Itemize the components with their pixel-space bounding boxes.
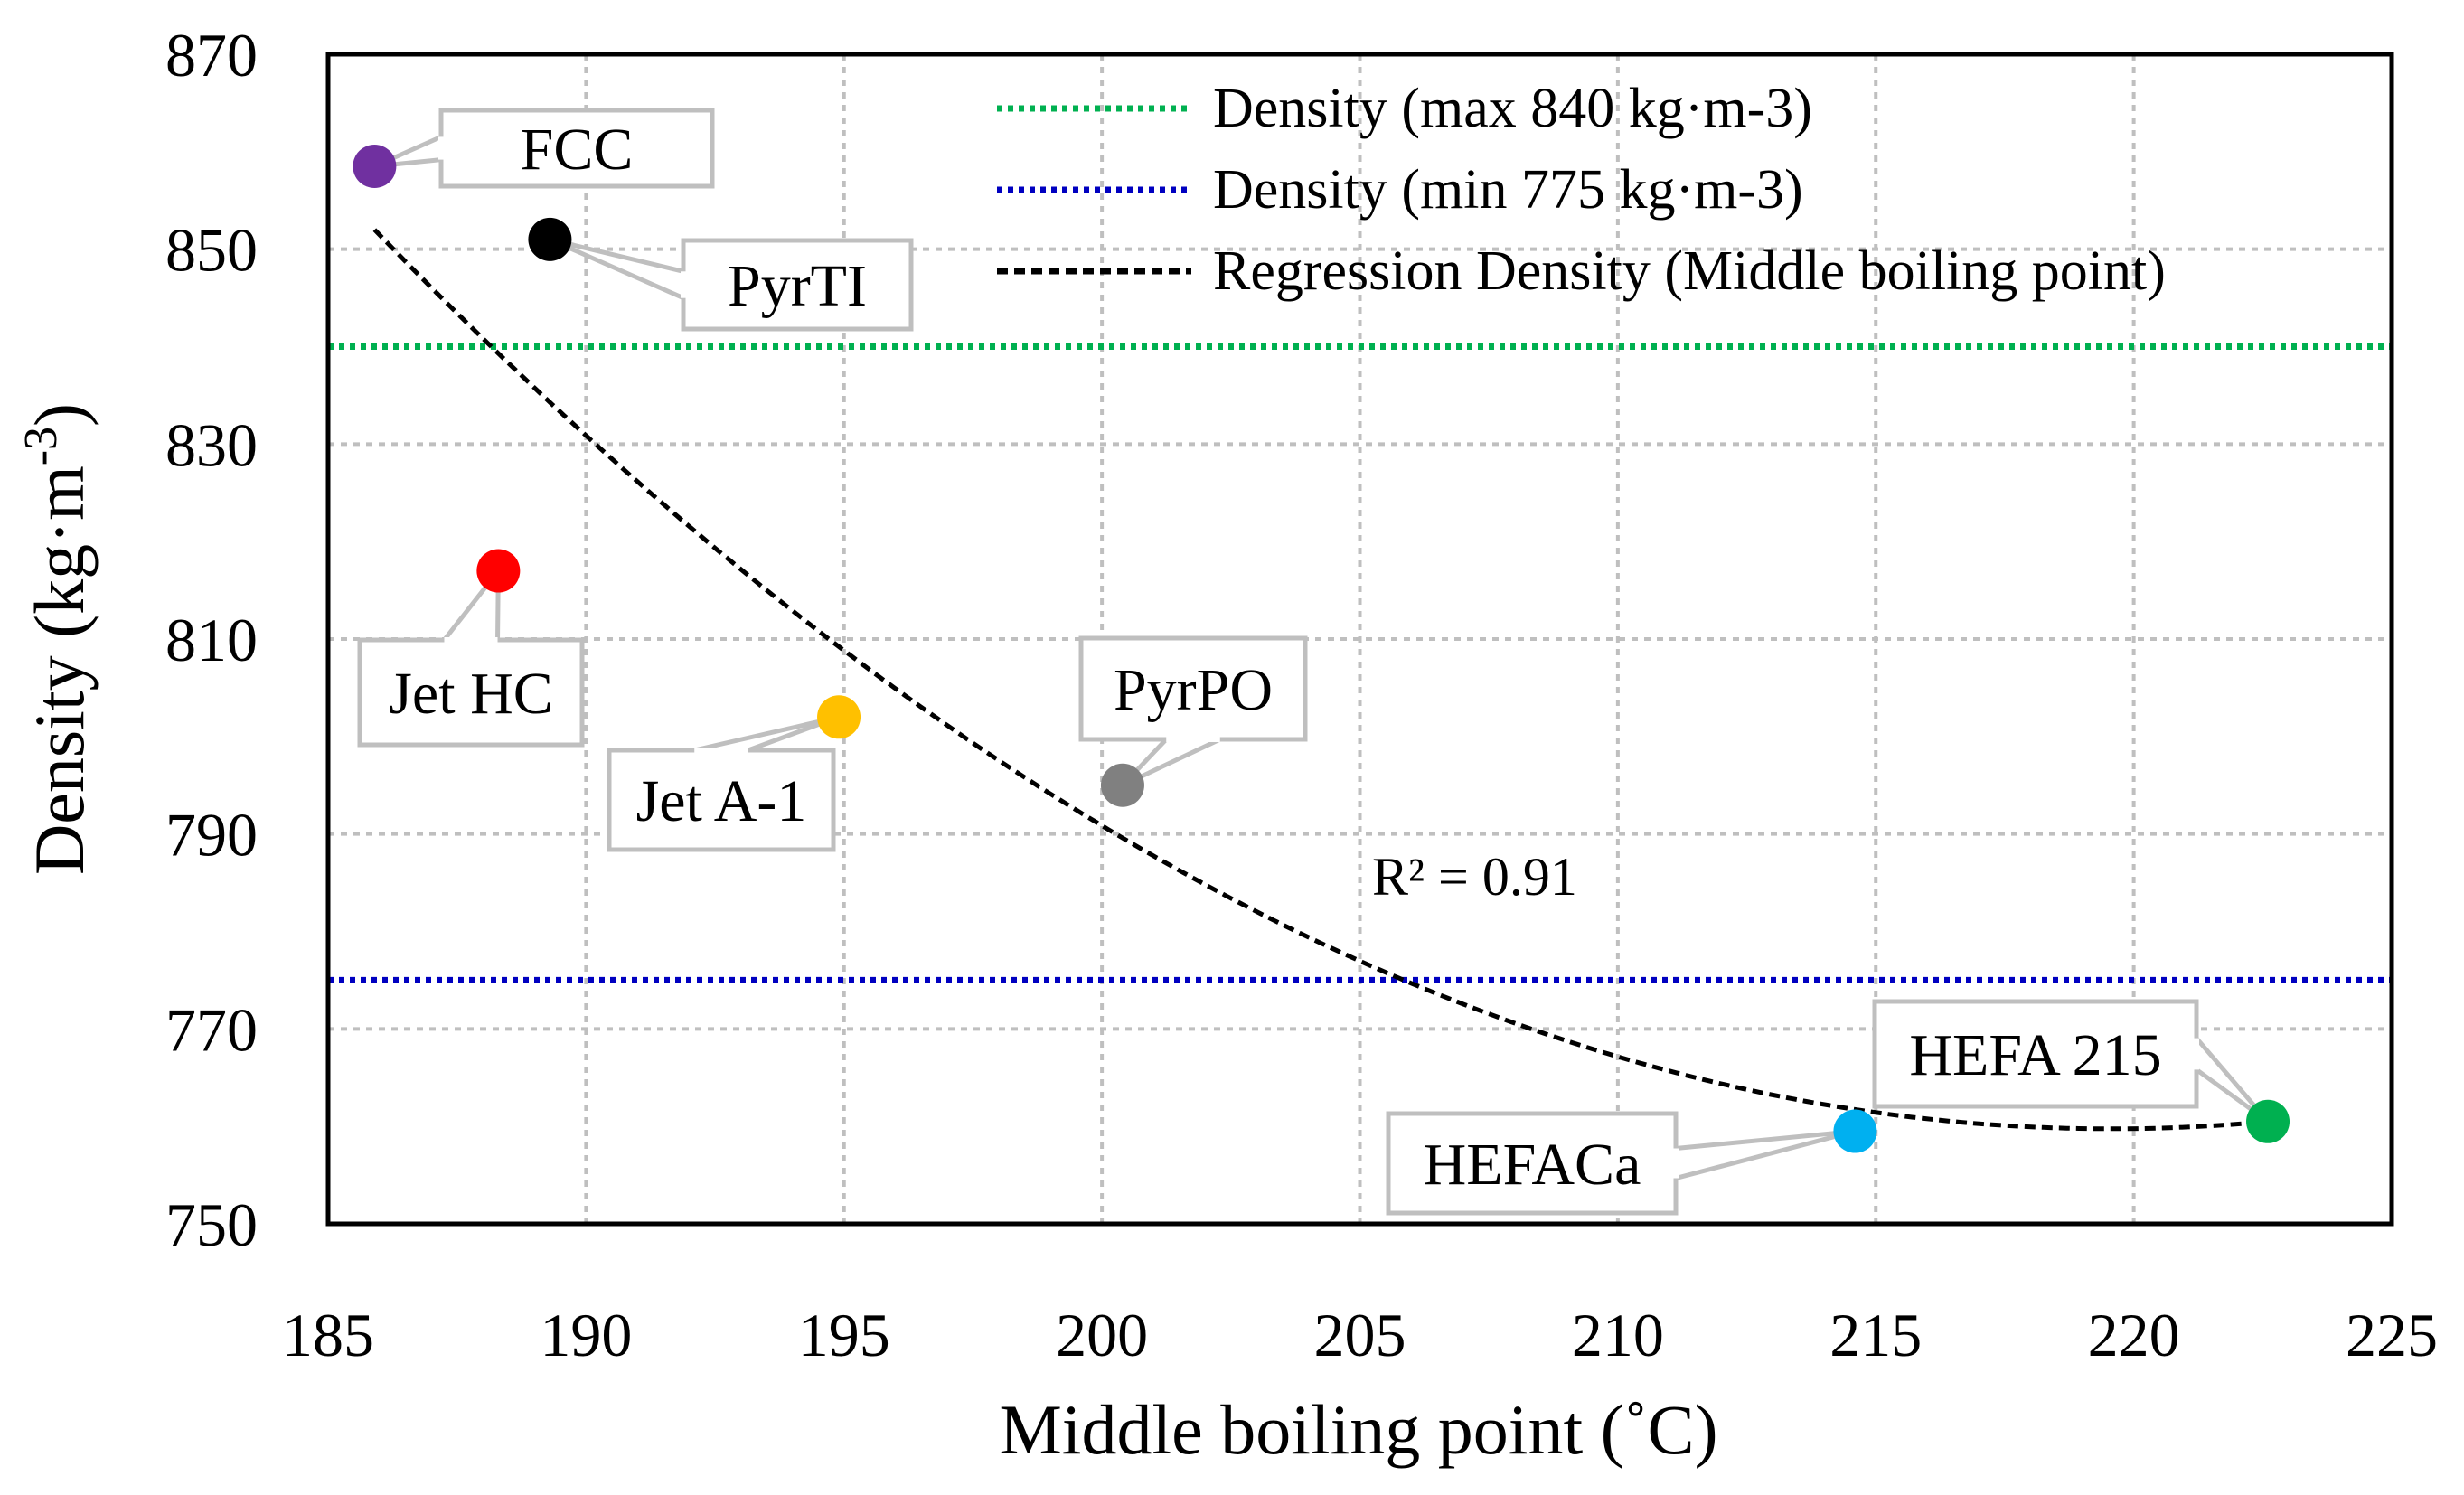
legend-label-regression: Regression Density (Middle boiling point… [1213,240,2166,302]
x-tick-label-185: 185 [282,1301,374,1369]
reference-lines [328,343,2392,983]
data-point-pyrti [528,217,572,261]
y-tick-label-790: 790 [165,801,258,870]
y-tick-label-830: 830 [165,410,258,479]
point-label-fcc: FCC [521,117,634,183]
y-tick-label-850: 850 [165,216,258,285]
x-tick-label-210: 210 [1572,1301,1664,1369]
x-tick-label-215: 215 [1829,1301,1922,1369]
regression-curve [372,228,2269,1132]
data-point-fcc [353,145,397,189]
y-axis-title-main: Density (kg·m [20,465,99,875]
callout-pointer-hefaca [1673,1129,1857,1181]
plot-frame [325,52,2394,1227]
callout-box-hefa-215 [1872,999,2199,1109]
callout-box-jet-hc [357,637,585,748]
regression-line [372,228,2269,1132]
x-tick-label-220: 220 [2088,1301,2180,1369]
x-tick-label-225: 225 [2346,1301,2438,1369]
y-tick-label-810: 810 [165,606,258,674]
callout-pointer-jet-a-1 [693,714,840,753]
y-axis-title-sup: -3 [15,427,67,465]
data-points [353,145,2290,1153]
x-tick-label-190: 190 [540,1301,632,1369]
point-label-pyrti: PyrTI [728,253,867,319]
x-tick-label-195: 195 [798,1301,890,1369]
y-tick-label-770: 770 [165,995,258,1064]
x-axis-ticks: 185 190 195 200 205 210 215 220 225 [282,1301,2438,1369]
legend-label-min: Density (min 775 kg·m-3) [1213,159,1803,221]
x-axis-title: Middle boiling point (˚C) [999,1390,1717,1469]
r-squared-annotation: R² = 0.91 [1372,847,1577,907]
y-axis-ticks: 750 770 790 810 830 850 870 [165,21,258,1259]
y-axis-title: Density (kg·m-3) [15,403,99,875]
data-point-hefaca [1833,1109,1877,1153]
data-point-jet-a-1 [817,695,861,739]
data-point-hefa-215 [2246,1099,2290,1143]
x-tick-label-200: 200 [1056,1301,1148,1369]
callout-box-fcc [438,108,715,189]
y-axis-title-close: ) [20,403,99,427]
point-label-pyrpo: PyrPO [1114,657,1273,723]
y-tick-label-750: 750 [165,1190,258,1259]
x-tick-label-205: 205 [1314,1301,1406,1369]
point-label-hefaca: HEFACa [1424,1132,1641,1198]
legend: Density (max 840 kg·m-3) Density (min 775… [997,78,2166,302]
point-label-hefa-215: HEFA 215 [1909,1022,2161,1088]
data-point-jet-hc [476,549,521,593]
callout-box-pyrti [681,238,914,332]
callouts: FCC PyrTI Jet HC Jet A-1 PyrPO HEFACa HEFA 215 [357,108,2270,1216]
data-point-pyrpo [1100,763,1144,807]
callout-box-hefaca [1386,1111,1679,1216]
legend-label-max: Density (max 840 kg·m-3) [1213,78,1812,139]
point-label-jet-a-1: Jet A-1 [636,768,807,834]
y-tick-label-870: 870 [165,21,258,89]
point-label-jet-hc: Jet HC [389,661,553,727]
